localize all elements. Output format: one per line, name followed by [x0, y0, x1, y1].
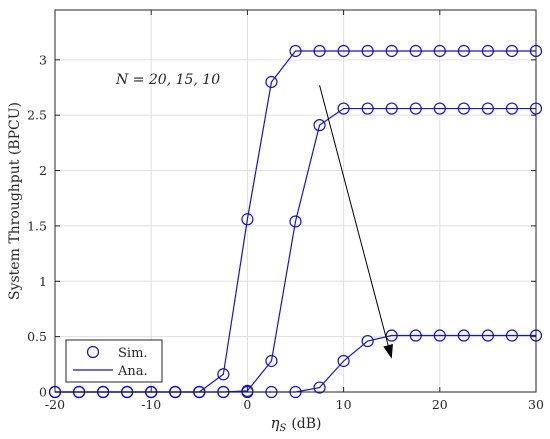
series-1-marker [457, 102, 470, 115]
y-tick-label: 0 [39, 385, 47, 400]
series-2-marker [481, 329, 494, 342]
x-tick-label: -20 [45, 397, 65, 412]
series-1-marker [433, 102, 446, 115]
series-2-marker [433, 329, 446, 342]
y-tick-label: 1 [39, 274, 47, 289]
series-0-marker [217, 368, 230, 381]
legend-ana-label: Ana. [117, 364, 148, 379]
legend: Sim. Ana. [65, 339, 163, 383]
x-axis-label-subscript: S [279, 423, 286, 434]
series-0-marker [481, 44, 494, 58]
annotation-arrow-group: N = 20, 15, 10 [115, 72, 393, 359]
tick-labels: -20 -10 0 10 20 30 0 0.5 1 1.5 2 2.5 3 [27, 52, 544, 412]
series-2-marker [313, 381, 326, 394]
y-axis-label: System Throughput (BPCU) [7, 102, 23, 300]
series-1-marker [481, 102, 494, 115]
series-1-marker [265, 354, 278, 368]
series-2-marker [361, 334, 374, 348]
x-axis-label-symbol: η [270, 414, 279, 432]
series-0-marker [385, 44, 398, 58]
series-0-marker [265, 75, 278, 89]
y-tick-label: 0.5 [27, 329, 47, 344]
axis-ticks [54, 10, 537, 393]
series-0-marker [313, 44, 326, 58]
legend-sim-label: Sim. [118, 346, 148, 361]
y-tick-label: 1.5 [27, 218, 47, 233]
series-2-marker [505, 329, 519, 342]
x-tick-label: -10 [141, 397, 161, 412]
series-2-marker [409, 329, 422, 342]
y-tick-label: 2.5 [27, 108, 47, 123]
series-0-marker [505, 44, 519, 58]
annotation-arrow-head [383, 343, 393, 359]
series-0-marker [241, 213, 254, 226]
series-1-marker [505, 102, 519, 115]
y-tick-label: 2 [39, 163, 47, 178]
x-tick-label: 10 [336, 397, 352, 412]
plot-background [55, 10, 536, 392]
series-2-marker [337, 354, 350, 368]
series-0-marker [433, 44, 446, 58]
series-2-marker [385, 329, 398, 342]
series-1-marker [289, 215, 302, 228]
legend-sim-marker [86, 345, 100, 359]
legend-box [65, 339, 163, 383]
series-0-marker [289, 44, 302, 58]
series-2-marker [457, 329, 470, 342]
plot-frame [54, 9, 537, 393]
series-1-marker [385, 102, 398, 115]
series-1-marker [313, 119, 326, 132]
series-0-marker [457, 44, 470, 58]
series-0-marker [337, 44, 350, 58]
series-1-marker [409, 102, 422, 115]
annotation-text: N = 20, 15, 10 [115, 72, 220, 88]
x-tick-label: 20 [432, 397, 448, 412]
x-axis-label: ηS (dB) [270, 414, 321, 434]
series-1-marker [361, 102, 374, 115]
series-0-marker [361, 44, 374, 58]
y-tick-label: 3 [39, 52, 47, 67]
series-1-marker [337, 102, 350, 115]
x-tick-label: 30 [528, 397, 544, 412]
annotation-arrow-shaft [319, 85, 389, 346]
series-0-marker [409, 44, 422, 58]
x-axis-label-unit: (dB) [291, 416, 321, 432]
x-tick-label: 0 [243, 397, 251, 412]
